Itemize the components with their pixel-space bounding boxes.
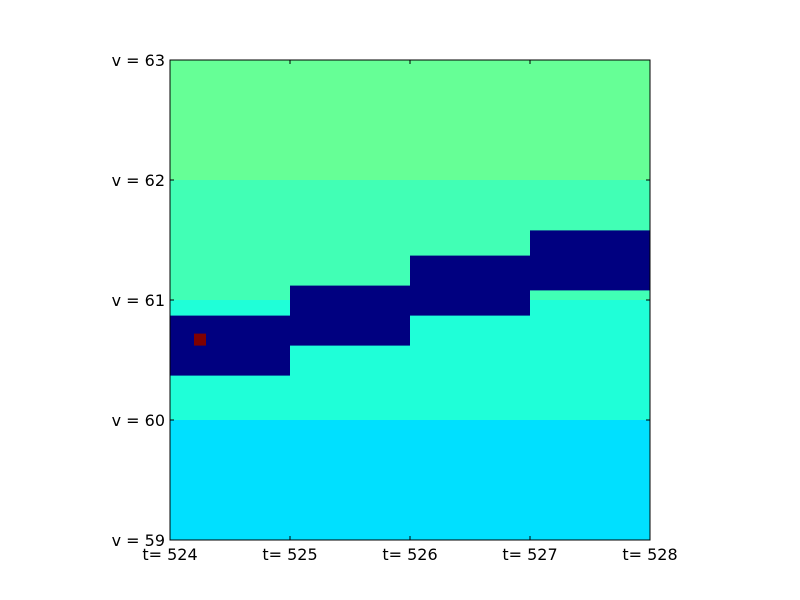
x-tick-label-0: t= 524 — [142, 545, 197, 564]
x-tick-label-1: t= 525 — [262, 545, 317, 564]
value-band-3 — [170, 420, 650, 540]
y-tick-label-0: v = 59 — [112, 531, 165, 550]
track-segment-1 — [290, 285, 410, 346]
y-tick-label-1: v = 60 — [112, 411, 165, 430]
value-band-0 — [170, 60, 650, 180]
track-segment-2 — [410, 255, 530, 316]
axes-frame — [169, 59, 651, 541]
track-segment-3 — [530, 230, 650, 291]
y-tick-label-3: v = 62 — [112, 171, 165, 190]
x-tick-label-3: t= 527 — [502, 545, 557, 564]
y-tick-label-4: v = 63 — [112, 51, 165, 70]
x-tick-label-2: t= 526 — [382, 545, 437, 564]
position-marker — [194, 333, 206, 346]
y-tick-label-2: v = 61 — [112, 291, 165, 310]
plot-area — [170, 60, 650, 540]
track-segment-0 — [170, 315, 290, 376]
x-tick-label-4: t= 528 — [622, 545, 677, 564]
tick-labels: t= 524 t= 525 t= 526 t= 527 t= 528 v = 59 v = … — [112, 51, 678, 564]
